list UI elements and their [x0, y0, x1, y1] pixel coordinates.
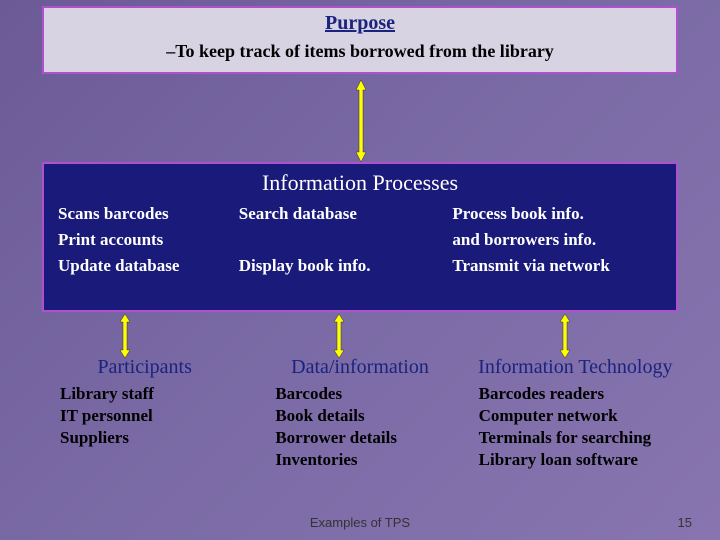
purpose-title: Purpose	[44, 12, 676, 35]
list-item: Library staff	[60, 383, 247, 405]
list-item: Terminals for searching	[479, 427, 678, 449]
technology-column: Information Technology Barcodes readers …	[473, 356, 678, 471]
info-cell: Update database	[56, 256, 237, 276]
list-item: Barcodes	[275, 383, 462, 405]
purpose-box: Purpose –To keep track of items borrowed…	[42, 6, 678, 74]
participants-column: Participants Library staff IT personnel …	[42, 356, 247, 471]
purpose-text: –To keep track of items borrowed from th…	[44, 41, 676, 62]
technology-title: Information Technology	[473, 356, 678, 379]
footer-title: Examples of TPS	[0, 515, 720, 530]
list-item: Inventories	[275, 449, 462, 471]
info-cell: Display book info.	[237, 256, 451, 276]
data-title: Data/information	[257, 356, 462, 379]
participants-title: Participants	[42, 356, 247, 379]
list-item: Library loan software	[479, 449, 678, 471]
info-cell: Search database	[237, 204, 451, 224]
data-column: Data/information Barcodes Book details B…	[257, 356, 462, 471]
list-item: IT personnel	[60, 405, 247, 427]
participants-list: Library staff IT personnel Suppliers	[42, 383, 247, 449]
data-list: Barcodes Book details Borrower details I…	[257, 383, 462, 471]
list-item: Book details	[275, 405, 462, 427]
info-processes-box: Information Processes Scans barcodes Sea…	[42, 162, 678, 312]
info-cell: Print accounts	[56, 230, 237, 250]
info-title: Information Processes	[56, 170, 664, 196]
arrow-down-icon	[560, 314, 570, 362]
info-cell: and borrowers info.	[450, 230, 664, 250]
info-cell: Transmit via network	[450, 256, 664, 276]
arrow-main-vertical	[356, 80, 364, 160]
info-cell: Scans barcodes	[56, 204, 237, 224]
bottom-section: Participants Library staff IT personnel …	[42, 356, 678, 471]
list-item: Borrower details	[275, 427, 462, 449]
info-grid: Scans barcodes Search database Process b…	[56, 204, 664, 276]
page-number: 15	[678, 515, 692, 530]
arrow-down-icon	[334, 314, 344, 362]
list-item: Barcodes readers	[479, 383, 678, 405]
arrow-down-icon	[120, 314, 130, 362]
info-cell: Process book info.	[450, 204, 664, 224]
info-cell	[237, 230, 451, 250]
technology-list: Barcodes readers Computer network Termin…	[473, 383, 678, 471]
list-item: Suppliers	[60, 427, 247, 449]
list-item: Computer network	[479, 405, 678, 427]
